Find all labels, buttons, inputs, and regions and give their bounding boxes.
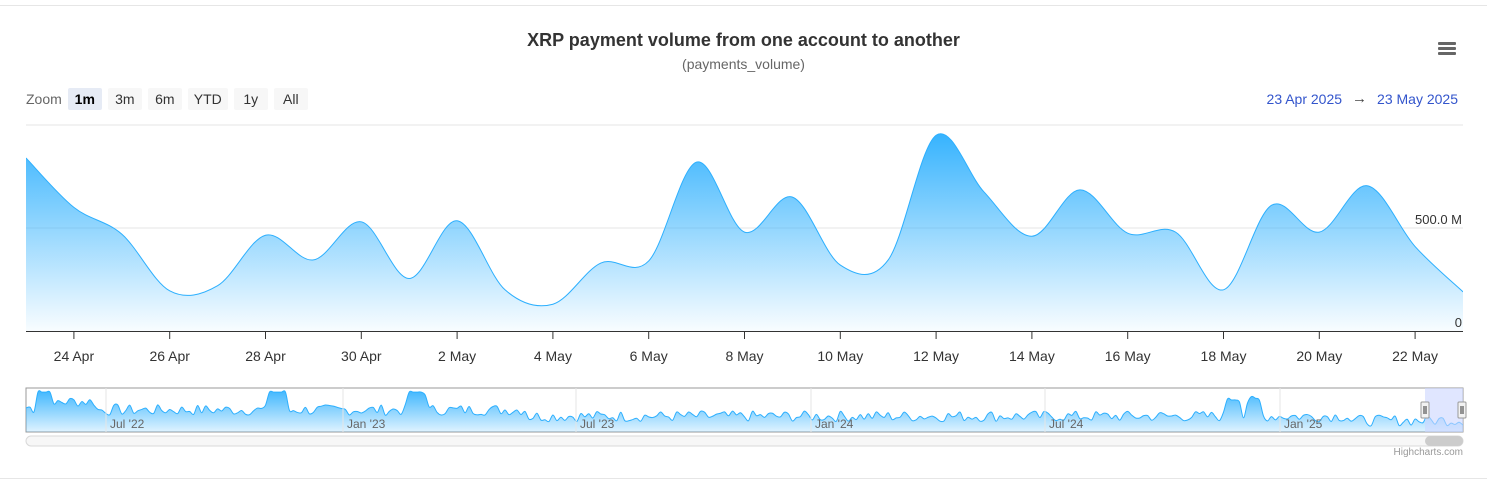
navigator-handle-left[interactable] <box>1420 401 1430 419</box>
data-point[interactable] <box>25 156 28 159</box>
data-point[interactable] <box>983 190 986 193</box>
x-tick-label: 24 Apr <box>54 348 95 364</box>
data-point[interactable] <box>935 134 938 137</box>
y-tick-label: 0 <box>1455 315 1462 330</box>
zoom-selector: Zoom 1m 3m 6m YTD 1y All <box>26 87 314 111</box>
zoom-label: Zoom <box>26 91 62 107</box>
data-point[interactable] <box>1030 235 1033 238</box>
x-tick-label: 16 May <box>1105 348 1151 364</box>
navigator-scrollbar-thumb[interactable] <box>1425 436 1463 446</box>
navigator-tick-label: Jul '24 <box>1049 417 1084 431</box>
data-point[interactable] <box>1222 288 1225 291</box>
data-point[interactable] <box>408 277 411 280</box>
chart-subtitle: (payments_volume) <box>682 56 805 72</box>
data-point[interactable] <box>887 258 890 261</box>
navigator-series-area <box>26 390 1463 432</box>
zoom-button-1m[interactable]: 1m <box>67 88 102 110</box>
navigator-tick-label: Jul '23 <box>580 417 615 431</box>
navigator-selection-mask[interactable] <box>1425 388 1463 432</box>
data-point[interactable] <box>839 264 842 267</box>
data-point[interactable] <box>1462 290 1465 293</box>
y-tick-label: 500.0 M <box>1415 212 1462 227</box>
data-point[interactable] <box>264 234 267 237</box>
x-tick-label: 22 May <box>1392 348 1438 364</box>
data-point[interactable] <box>1414 245 1417 248</box>
x-tick-label: 8 May <box>725 348 763 364</box>
data-point[interactable] <box>695 161 698 164</box>
date-range: 23 Apr 2025 → 23 May 2025 <box>1267 90 1458 107</box>
x-tick-label: 12 May <box>913 348 959 364</box>
data-point[interactable] <box>312 258 315 261</box>
navigator-scrollbar-track[interactable] <box>25 435 1464 447</box>
x-tick-label: 10 May <box>817 348 863 364</box>
data-point[interactable] <box>360 220 363 223</box>
data-point[interactable] <box>1270 204 1273 207</box>
x-tick-label: 30 Apr <box>341 348 382 364</box>
data-point[interactable] <box>1174 231 1177 234</box>
credits-link[interactable]: Highcharts.com <box>1393 447 1463 458</box>
navigator-tick-label: Jan '24 <box>815 417 854 431</box>
x-tick-label: 2 May <box>438 348 476 364</box>
data-point[interactable] <box>791 196 794 199</box>
range-arrow-icon: → <box>1352 90 1368 107</box>
data-point[interactable] <box>1126 232 1129 235</box>
zoom-button-ytd[interactable]: YTD <box>187 88 228 110</box>
x-tick-label: 6 May <box>630 348 668 364</box>
navigator-tick-label: Jan '23 <box>347 417 386 431</box>
hamburger-menu-icon[interactable] <box>1436 40 1460 62</box>
chart-title: XRP payment volume from one account to a… <box>527 30 960 50</box>
x-tick-label: 26 Apr <box>149 348 190 364</box>
range-to-input[interactable]: 23 May 2025 <box>1377 90 1458 107</box>
x-tick-label: 4 May <box>534 348 572 364</box>
x-tick-label: 28 Apr <box>245 348 286 364</box>
range-from-input[interactable]: 23 Apr 2025 <box>1266 90 1343 107</box>
data-point[interactable] <box>1078 188 1081 191</box>
data-point[interactable] <box>456 219 459 222</box>
navigator-tick-label: Jan '25 <box>1284 417 1323 431</box>
data-point[interactable] <box>551 303 554 306</box>
zoom-button-all[interactable]: All <box>273 88 308 110</box>
zoom-button-3m[interactable]: 3m <box>107 88 142 110</box>
navigator-tick-label: Jul '22 <box>110 417 145 431</box>
zoom-button-1y[interactable]: 1y <box>233 88 268 110</box>
x-tick-label: 14 May <box>1009 348 1055 364</box>
data-point[interactable] <box>743 231 746 234</box>
data-point[interactable] <box>647 259 650 262</box>
x-tick-label: 18 May <box>1201 348 1247 364</box>
data-point[interactable] <box>120 233 123 236</box>
data-point[interactable] <box>1366 184 1369 187</box>
zoom-button-6m[interactable]: 6m <box>147 88 182 110</box>
series-line <box>26 133 1463 307</box>
data-point[interactable] <box>504 288 507 291</box>
data-point[interactable] <box>599 262 602 265</box>
navigator-series-line <box>26 390 1463 427</box>
data-point[interactable] <box>216 284 219 287</box>
data-point[interactable] <box>72 206 75 209</box>
data-point[interactable] <box>168 289 171 292</box>
data-point[interactable] <box>1318 231 1321 234</box>
x-tick-label: 20 May <box>1296 348 1342 364</box>
navigator-handle-right[interactable] <box>1457 401 1467 419</box>
